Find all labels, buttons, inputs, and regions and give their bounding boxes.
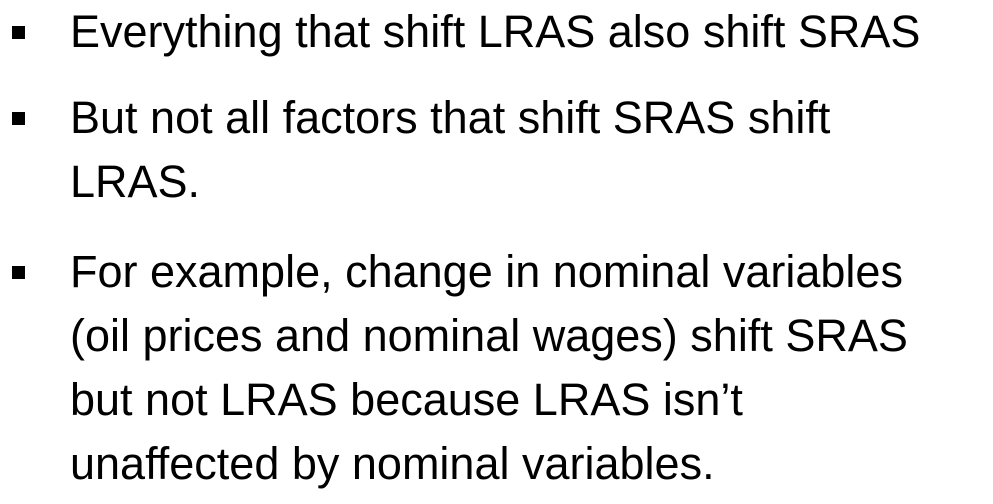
square-bullet-icon	[12, 112, 25, 125]
bullet-text-line: LRAS.	[70, 156, 201, 207]
bullet-text: Everything that shift LRAS also shift SR…	[70, 0, 990, 64]
bullet-text-line: Everything that shift LRAS also shift SR…	[70, 6, 921, 57]
bullet-text-line: (oil prices and nominal wages) shift SRA…	[70, 310, 908, 361]
square-bullet-icon	[12, 26, 25, 39]
bullet-text: For example, change in nominal variables…	[70, 240, 990, 496]
bullet-text-line: but not LRAS because LRAS isn’t	[70, 374, 743, 425]
bullet-text: But not all factors that shift SRAS shif…	[70, 86, 990, 214]
bullet-text-line: For example, change in nominal variables	[70, 246, 903, 297]
bullet-text-line: But not all factors that shift SRAS shif…	[70, 92, 831, 143]
bullet-text-line: unaffected by nominal variables.	[70, 438, 715, 489]
square-bullet-icon	[12, 266, 25, 279]
